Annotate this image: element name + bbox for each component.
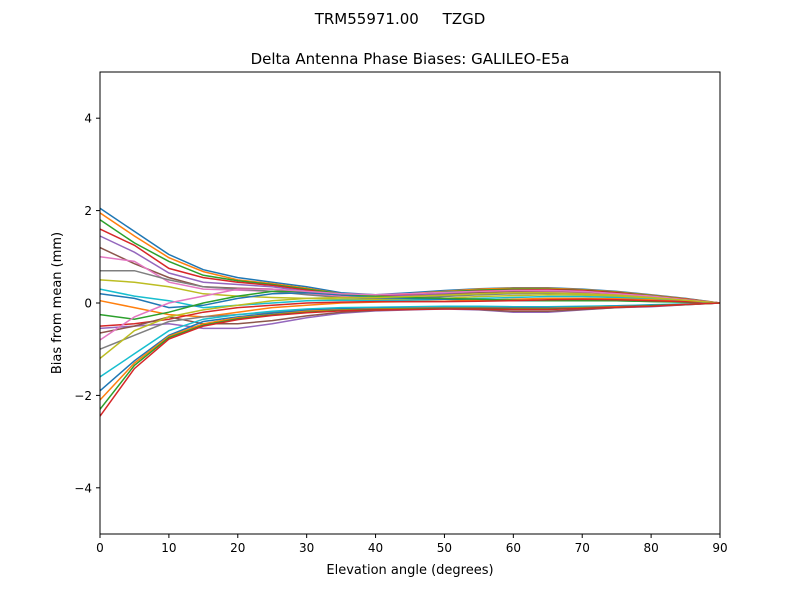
y-tick-label: 0 [84, 297, 92, 311]
x-tick-label: 0 [96, 541, 104, 555]
x-tick-label: 40 [368, 541, 383, 555]
figure-suptitle: TRM55971.00 TZGD [314, 10, 486, 28]
y-tick-label: 4 [84, 112, 92, 126]
x-tick-label: 70 [575, 541, 590, 555]
x-axis-ticks: 0 10 20 30 40 50 60 70 80 90 [96, 534, 728, 555]
series-line-1 [99, 207, 721, 304]
series-line-13 [99, 290, 721, 320]
series-line-10 [99, 288, 721, 309]
series-lines [99, 207, 721, 417]
x-tick-label: 60 [506, 541, 521, 555]
x-tick-label: 90 [712, 541, 727, 555]
x-tick-label: 50 [437, 541, 452, 555]
y-axis-ticks: −4 −2 0 2 4 [74, 112, 100, 495]
y-tick-label: −4 [74, 481, 92, 495]
axes-frame [99, 71, 721, 535]
series-line-2 [99, 212, 721, 304]
x-tick-label: 80 [643, 541, 658, 555]
x-tick-label: 20 [230, 541, 245, 555]
series-line-4 [99, 228, 721, 304]
chart-title: Delta Antenna Phase Biases: GALILEO-E5a [251, 50, 570, 68]
series-line-17 [99, 288, 721, 341]
x-tick-label: 10 [161, 541, 176, 555]
y-tick-label: −2 [74, 389, 92, 403]
series-line-19 [99, 292, 721, 359]
x-tick-label: 30 [299, 541, 314, 555]
y-axis-label: Bias from mean (mm) [50, 232, 65, 374]
series-line-14 [99, 298, 721, 327]
series-line-9 [99, 279, 721, 304]
x-axis-label: Elevation angle (degrees) [326, 563, 493, 578]
series-line-24 [99, 302, 721, 417]
y-tick-label: 2 [84, 204, 92, 218]
series-line-3 [99, 219, 721, 304]
